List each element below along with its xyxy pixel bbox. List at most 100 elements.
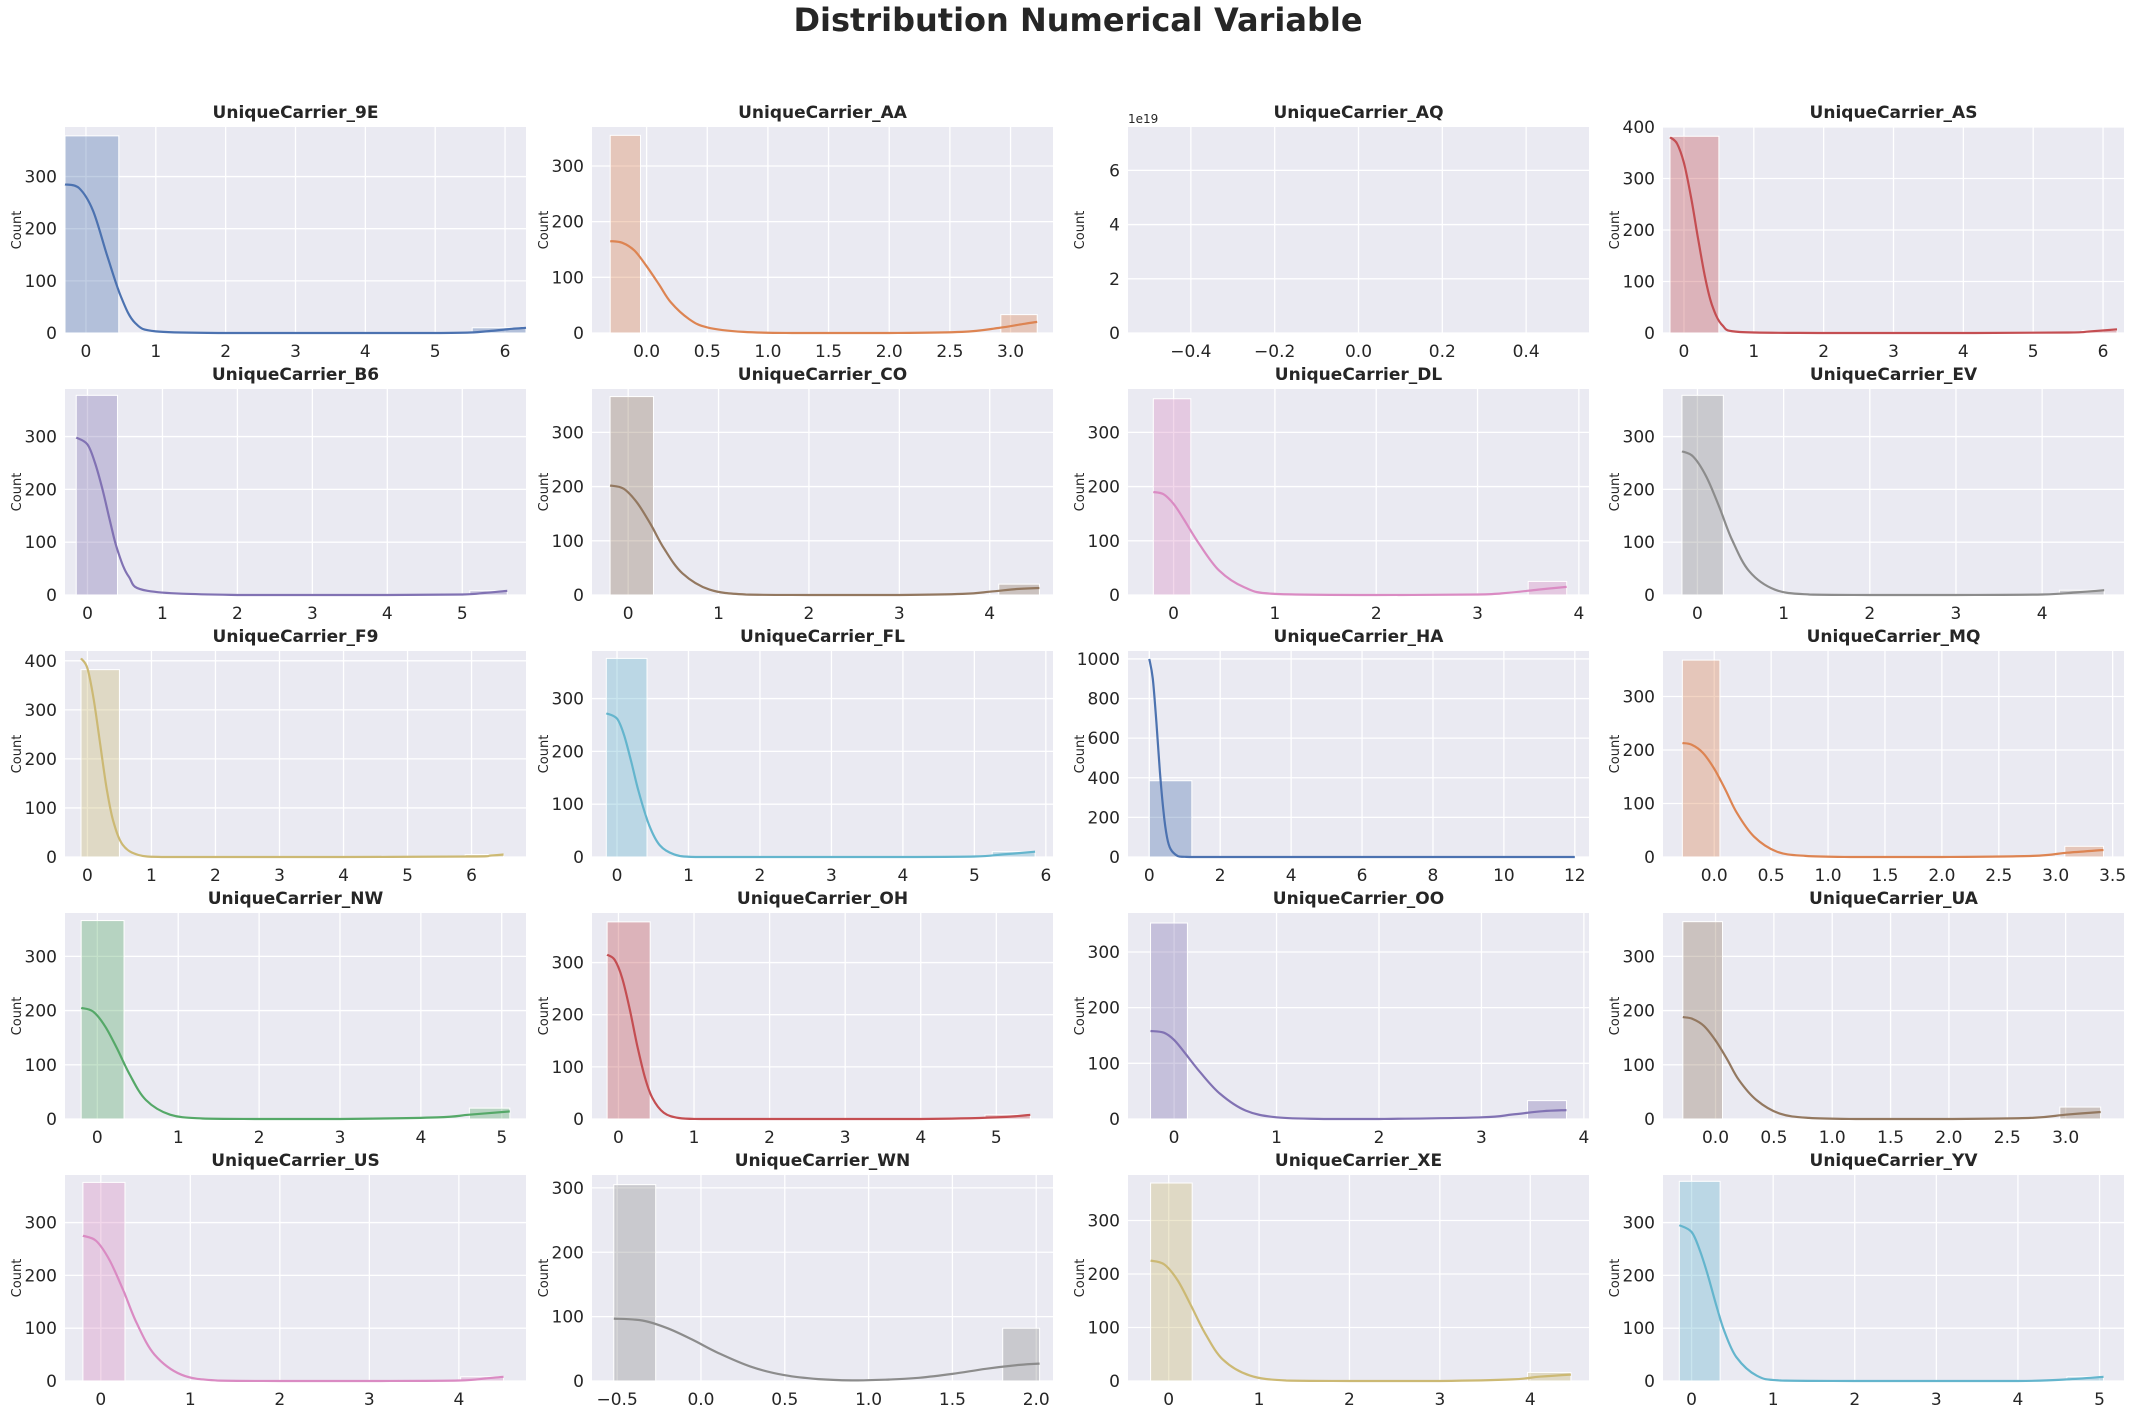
x-tick-label: 3 bbox=[335, 1128, 346, 1148]
x-tick-label: 6 bbox=[500, 342, 511, 362]
y-axis-label: Count bbox=[1608, 1259, 1623, 1298]
y-axis-label: Count bbox=[1073, 1259, 1088, 1298]
y-axis-label: Count bbox=[1608, 735, 1623, 774]
y-tick-label: 400 bbox=[1623, 118, 1655, 138]
kde-line bbox=[606, 953, 1031, 1121]
y-tick-label: 0 bbox=[46, 1372, 57, 1392]
y-tick-label: 100 bbox=[552, 1308, 584, 1328]
y-tick-label: 200 bbox=[552, 742, 584, 762]
plot-area bbox=[65, 913, 526, 1119]
subplot-uniquecarrier-ha: UniqueCarrier_HA Count 0 2 4 6 8 10 12 0 200 400 600… bbox=[1073, 627, 1589, 886]
subplot-uniquecarrier-fl: UniqueCarrier_FL Count 0 1 2 3 4 5 6 0 100 200 300 bbox=[537, 627, 1053, 886]
x-tick-label: 1.5 bbox=[815, 342, 842, 362]
x-tick-label: 1 bbox=[1271, 1128, 1282, 1148]
x-tick-label: 0 bbox=[613, 1128, 624, 1148]
x-tick-label: 2.5 bbox=[1985, 866, 2012, 886]
subplot-title: UniqueCarrier_AS bbox=[1810, 103, 1978, 123]
subplot-uniquecarrier-dl: UniqueCarrier_DL Count 0 1 2 3 4 0 100 200 300 bbox=[1073, 365, 1589, 624]
y-tick-label: 200 bbox=[25, 1002, 57, 1022]
x-tick-label: 6 bbox=[466, 866, 477, 886]
y-tick-label: 100 bbox=[1623, 273, 1655, 293]
plot-area bbox=[1128, 1175, 1589, 1381]
x-tick-label: 0.5 bbox=[771, 1390, 798, 1410]
x-tick-label: 3.0 bbox=[2052, 1128, 2079, 1148]
y-tick-label: 200 bbox=[1088, 1265, 1120, 1285]
y-tick-label: 300 bbox=[25, 701, 57, 721]
y-tick-label: 4 bbox=[1109, 216, 1120, 236]
x-tick-label: 0.5 bbox=[694, 342, 721, 362]
x-tick-label: 2 bbox=[210, 866, 221, 886]
histogram-bar bbox=[1148, 780, 1193, 858]
y-tick-label: 300 bbox=[1623, 687, 1655, 707]
y-tick-label: 100 bbox=[25, 1056, 57, 1076]
y-axis-label: Count bbox=[537, 997, 552, 1036]
histogram-bar bbox=[1682, 921, 1724, 1120]
x-tick-label: 1 bbox=[173, 1128, 184, 1148]
y-tick-label: 200 bbox=[1088, 478, 1120, 498]
x-tick-label: 1 bbox=[713, 604, 724, 624]
y-tick-label: 100 bbox=[25, 1319, 57, 1339]
x-tick-label: 2.0 bbox=[1935, 1128, 1962, 1148]
x-tick-label: 0.4 bbox=[1513, 342, 1540, 362]
y-tick-label: 100 bbox=[1623, 1056, 1655, 1076]
x-tick-label: 3 bbox=[1476, 1128, 1487, 1148]
x-tick-label: 2 bbox=[274, 1390, 285, 1410]
y-tick-label: 400 bbox=[25, 652, 57, 672]
x-tick-label: 1 bbox=[1768, 1390, 1779, 1410]
x-tick-label: 2.0 bbox=[1023, 1390, 1050, 1410]
x-tick-label: 0.5 bbox=[1758, 866, 1785, 886]
x-tick-label: 0 bbox=[623, 604, 634, 624]
x-tick-label: 1.0 bbox=[754, 342, 781, 362]
y-tick-label: 100 bbox=[25, 533, 57, 553]
y-tick-label: 0 bbox=[1109, 848, 1120, 868]
y-tick-label: 0 bbox=[1109, 1110, 1120, 1130]
subplot-uniquecarrier-aa: UniqueCarrier_AA Count 0.0 0.5 1.0 1.5 2.0 2.5 3… bbox=[537, 103, 1053, 362]
x-tick-label: 0.0 bbox=[687, 1390, 714, 1410]
kde-line bbox=[1150, 1259, 1571, 1383]
kde-line bbox=[80, 657, 504, 859]
x-tick-label: 0.0 bbox=[1701, 866, 1728, 886]
subplot-uniquecarrier-ua: UniqueCarrier_UA Count 0.0 0.5 1.0 1.5 2.0 2.5 3… bbox=[1608, 889, 2124, 1148]
kde-line bbox=[82, 1234, 504, 1383]
x-tick-label: 6 bbox=[1357, 866, 1368, 886]
y-tick-label: 0 bbox=[573, 586, 584, 606]
y-tick-label: 6 bbox=[1109, 161, 1120, 181]
subplot-uniquecarrier-b6: UniqueCarrier_B6 Count 0 1 2 3 4 5 0 100 200 300 bbox=[10, 365, 526, 624]
subplot-title: UniqueCarrier_AA bbox=[738, 103, 908, 123]
x-tick-label: 3 bbox=[1888, 342, 1899, 362]
x-tick-label: 4 bbox=[984, 604, 995, 624]
x-tick-label: 2.5 bbox=[936, 342, 963, 362]
y-tick-label: 300 bbox=[1088, 943, 1120, 963]
x-tick-label: 0.0 bbox=[1345, 342, 1372, 362]
x-tick-label: 0.0 bbox=[633, 342, 660, 362]
x-tick-label: 10 bbox=[1493, 866, 1515, 886]
x-tick-label: 1.0 bbox=[1819, 1128, 1846, 1148]
x-tick-label: 2 bbox=[755, 866, 766, 886]
x-tick-label: 0 bbox=[1686, 1390, 1697, 1410]
x-tick-label: 1 bbox=[157, 604, 168, 624]
y-tick-label: 200 bbox=[552, 1243, 584, 1263]
x-tick-label: 2 bbox=[1374, 1128, 1385, 1148]
y-tick-label: 300 bbox=[552, 954, 584, 974]
y-tick-label: 0 bbox=[573, 848, 584, 868]
plot-area bbox=[1128, 651, 1589, 857]
kde-line bbox=[613, 1317, 1040, 1382]
kde-line bbox=[64, 183, 527, 335]
y-tick-label: 0 bbox=[1644, 324, 1655, 344]
y-tick-label: 0 bbox=[573, 1372, 584, 1392]
y-tick-label: 100 bbox=[1623, 533, 1655, 553]
plot-area bbox=[65, 651, 526, 857]
subplot-uniquecarrier-xe: UniqueCarrier_XE Count 0 1 2 3 4 0 100 200 300 bbox=[1073, 1151, 1589, 1410]
x-tick-label: 0.2 bbox=[1429, 342, 1456, 362]
y-tick-label: 200 bbox=[1623, 221, 1655, 241]
subplot-title: UniqueCarrier_HA bbox=[1274, 627, 1445, 647]
y-axis-label: Count bbox=[1073, 735, 1088, 774]
x-tick-label: 4 bbox=[1958, 342, 1969, 362]
kde-line bbox=[605, 712, 1036, 859]
plot-area bbox=[592, 1175, 1053, 1381]
x-tick-label: 4 bbox=[415, 1128, 426, 1148]
y-tick-label: 200 bbox=[552, 478, 584, 498]
x-tick-label: 3 bbox=[307, 604, 318, 624]
y-tick-label: 600 bbox=[1088, 729, 1120, 749]
